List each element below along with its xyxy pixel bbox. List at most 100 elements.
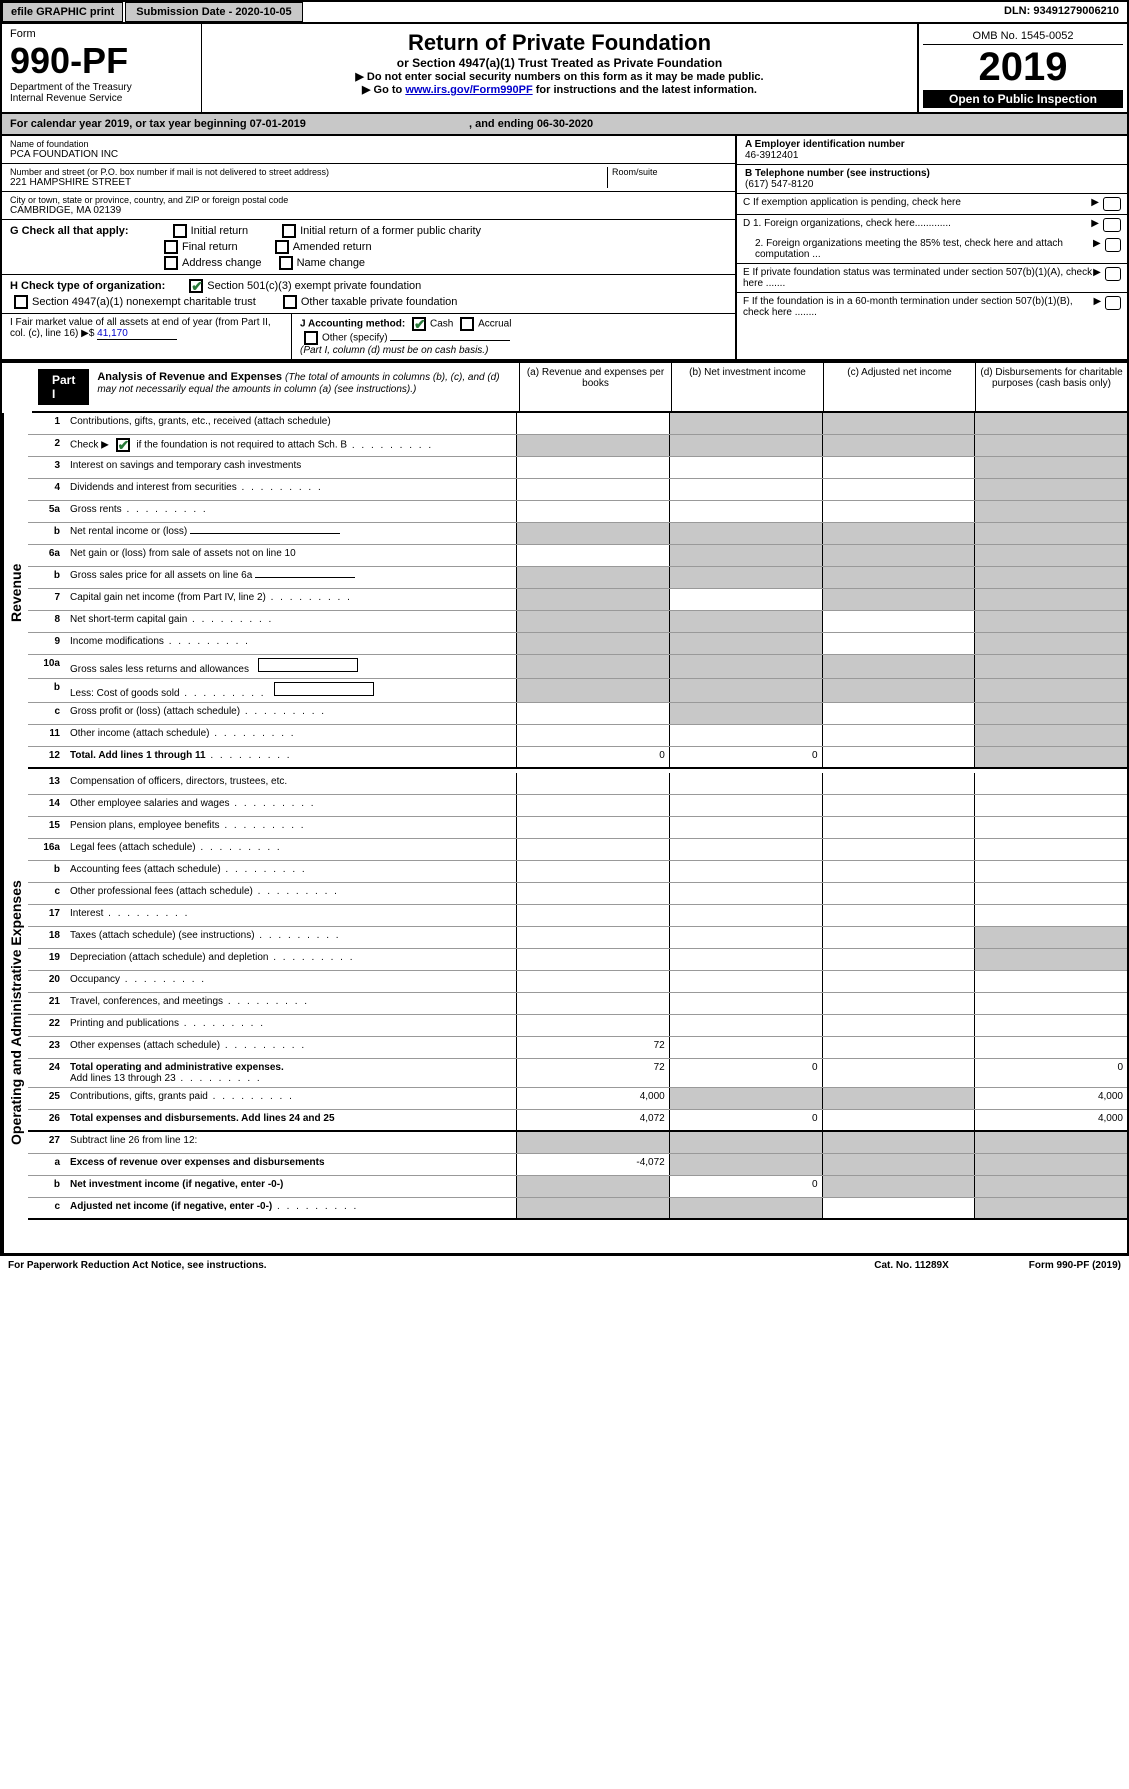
row-27: Subtract line 26 from line 12: <box>66 1132 516 1153</box>
g3: Final return <box>182 241 238 253</box>
col-headers: Part I Analysis of Revenue and Expenses … <box>32 363 1127 413</box>
form-title: Return of Private Foundation <box>208 30 911 56</box>
f-check: F If the foundation is in a 60-month ter… <box>737 293 1127 321</box>
h-label: H Check type of organization: <box>10 280 165 292</box>
val-26b: 0 <box>669 1110 822 1130</box>
c-checkbox[interactable] <box>1103 197 1121 211</box>
footer-right: Form 990-PF (2019) <box>1029 1260 1121 1271</box>
cal-end: , and ending 06-30-2020 <box>469 118 593 130</box>
footer-left: For Paperwork Reduction Act Notice, see … <box>8 1260 267 1271</box>
row-6a: Net gain or (loss) from sale of assets n… <box>66 545 516 566</box>
row-21: Travel, conferences, and meetings <box>66 993 516 1014</box>
note2-pre: ▶ Go to <box>362 84 405 96</box>
val-12a: 0 <box>516 747 669 767</box>
check-initial-former[interactable] <box>282 224 296 238</box>
expenses-section: Operating and Administrative Expenses 13… <box>2 773 1127 1253</box>
e-label: E If private foundation status was termi… <box>743 267 1093 289</box>
check-4947[interactable] <box>14 295 28 309</box>
row-14: Other employee salaries and wages <box>66 795 516 816</box>
note1: ▶ Do not enter social security numbers o… <box>208 70 911 83</box>
f-checkbox[interactable] <box>1105 296 1121 310</box>
row-27b: Net investment income (if negative, ente… <box>66 1176 516 1197</box>
row-4: Dividends and interest from securities <box>66 479 516 500</box>
val-26d: 4,000 <box>974 1110 1127 1130</box>
check-sch-b[interactable] <box>116 438 130 452</box>
val-24d: 0 <box>974 1059 1127 1087</box>
form-number: 990-PF <box>10 40 193 82</box>
name-label: Name of foundation <box>10 139 727 149</box>
row-5b: Net rental income or (loss) <box>66 523 516 544</box>
check-other-taxable[interactable] <box>283 295 297 309</box>
city-cell: City or town, state or province, country… <box>2 192 735 220</box>
d2-checkbox[interactable] <box>1105 238 1121 252</box>
address: 221 HAMPSHIRE STREET <box>10 177 607 188</box>
row-15: Pension plans, employee benefits <box>66 817 516 838</box>
check-cash[interactable] <box>412 317 426 331</box>
addr-label: Number and street (or P.O. box number if… <box>10 167 607 177</box>
d1-checkbox[interactable] <box>1103 218 1121 232</box>
check-addr-change[interactable] <box>164 256 178 270</box>
row-10a: Gross sales less returns and allowances <box>66 655 516 678</box>
row-6b: Gross sales price for all assets on line… <box>66 567 516 588</box>
col-c-header: (c) Adjusted net income <box>824 363 976 411</box>
addr-cell: Number and street (or P.O. box number if… <box>2 164 735 192</box>
header-left: Form 990-PF Department of the Treasury I… <box>2 24 202 112</box>
part1-tab: Part I <box>38 369 89 405</box>
efile-button[interactable]: efile GRAPHIC print <box>2 2 123 22</box>
row-10c: Gross profit or (loss) (attach schedule) <box>66 703 516 724</box>
form-header: Form 990-PF Department of the Treasury I… <box>2 24 1127 114</box>
e-check: E If private foundation status was termi… <box>737 264 1127 293</box>
col-a-header: (a) Revenue and expenses per books <box>520 363 672 411</box>
val-12b: 0 <box>669 747 822 767</box>
check-501c3[interactable] <box>189 279 203 293</box>
row-12: Total. Add lines 1 through 11 <box>66 747 516 767</box>
row-17: Interest <box>66 905 516 926</box>
c-check: C If exemption application is pending, c… <box>737 194 1127 215</box>
val-26a: 4,072 <box>516 1110 669 1130</box>
h3: Other taxable private foundation <box>301 296 458 308</box>
val-27b: 0 <box>669 1176 822 1197</box>
row-16c: Other professional fees (attach schedule… <box>66 883 516 904</box>
check-final[interactable] <box>164 240 178 254</box>
j2: Accrual <box>478 319 511 330</box>
e-checkbox[interactable] <box>1105 267 1121 281</box>
val-24b: 0 <box>669 1059 822 1087</box>
row-2: Check ▶ if the foundation is not require… <box>66 435 516 456</box>
row-27c: Adjusted net income (if negative, enter … <box>66 1198 516 1218</box>
row-18: Taxes (attach schedule) (see instruction… <box>66 927 516 948</box>
j3: Other (specify) <box>322 333 388 344</box>
dln: DLN: 93491279006210 <box>996 2 1127 22</box>
check-name-change[interactable] <box>279 256 293 270</box>
h-check-row: H Check type of organization: Section 50… <box>2 275 735 314</box>
j-label: J Accounting method: <box>300 319 405 330</box>
check-other-method[interactable] <box>304 331 318 345</box>
col-d-header: (d) Disbursements for charitable purpose… <box>976 363 1127 411</box>
check-accrual[interactable] <box>460 317 474 331</box>
row-5a: Gross rents <box>66 501 516 522</box>
row-9: Income modifications <box>66 633 516 654</box>
city: CAMBRIDGE, MA 02139 <box>10 205 727 216</box>
g-check-row: G Check all that apply: Initial return I… <box>2 220 735 275</box>
check-amended[interactable] <box>275 240 289 254</box>
row-25: Contributions, gifts, grants paid <box>66 1088 516 1109</box>
check-initial[interactable] <box>173 224 187 238</box>
a-label: A Employer identification number <box>745 139 905 150</box>
d2-check: 2. Foreign organizations meeting the 85%… <box>737 235 1127 264</box>
h1: Section 501(c)(3) exempt private foundat… <box>207 280 421 292</box>
b-label: B Telephone number (see instructions) <box>745 168 930 179</box>
d1-label: D 1. Foreign organizations, check here..… <box>743 218 951 229</box>
j1: Cash <box>430 319 453 330</box>
calendar-row: For calendar year 2019, or tax year begi… <box>2 114 1127 136</box>
city-label: City or town, state or province, country… <box>10 195 727 205</box>
val-23a: 72 <box>516 1037 669 1058</box>
ij-row: I Fair market value of all assets at end… <box>2 314 735 359</box>
a-cell: A Employer identification number 46-3912… <box>737 136 1127 165</box>
arrow-icon: ▶ <box>1091 197 1099 208</box>
row-20: Occupancy <box>66 971 516 992</box>
row-26: Total expenses and disbursements. Add li… <box>66 1110 516 1130</box>
room-label: Room/suite <box>612 167 727 177</box>
d2-label: 2. Foreign organizations meeting the 85%… <box>743 238 1093 260</box>
row-27a: Excess of revenue over expenses and disb… <box>66 1154 516 1175</box>
irs-label: Internal Revenue Service <box>10 93 193 104</box>
irs-link[interactable]: www.irs.gov/Form990PF <box>405 84 532 96</box>
